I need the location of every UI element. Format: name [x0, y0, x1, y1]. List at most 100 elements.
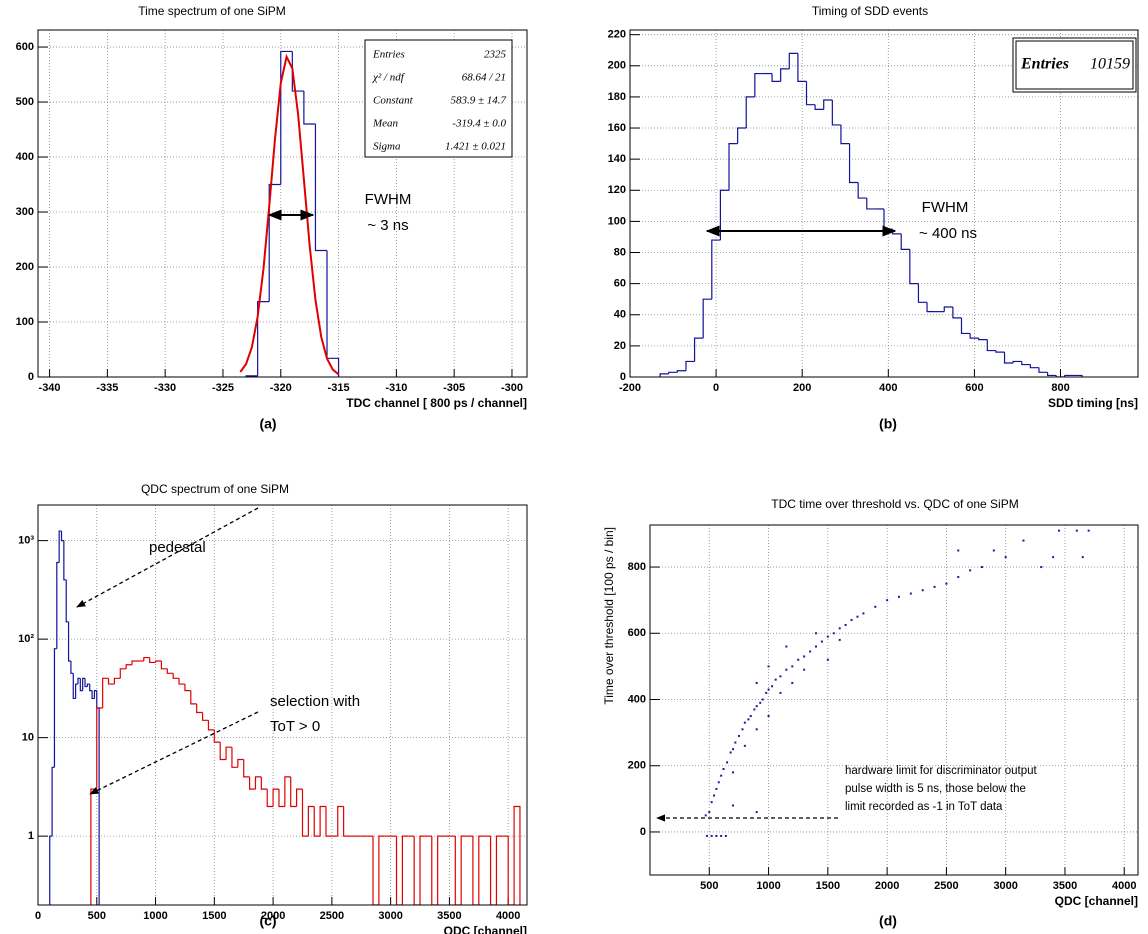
plot-frame	[649, 524, 1139, 876]
point	[832, 632, 835, 635]
histogram-bin	[113, 677, 121, 685]
annotation: pulse width is 5 ns, those below the	[845, 783, 1026, 795]
x-axis-title: TDC channel [ 800 ps / channel]	[346, 396, 527, 410]
panel-caption: (d)	[879, 913, 897, 929]
histogram-bin	[917, 283, 928, 303]
pedestal-arrow	[76, 507, 259, 608]
point	[743, 744, 746, 747]
point	[761, 698, 764, 701]
point	[726, 761, 729, 764]
histogram-bin	[960, 317, 971, 335]
histogram-bin	[823, 99, 833, 110]
point	[1058, 529, 1061, 532]
x-tick-label: 200	[793, 382, 811, 394]
histogram-bin	[472, 836, 479, 905]
point	[856, 615, 859, 618]
point	[755, 728, 758, 731]
histogram-bin	[401, 835, 409, 905]
point	[1087, 529, 1090, 532]
histogram-bin	[337, 805, 344, 837]
histogram-bin	[659, 373, 669, 377]
x-axis-title: QDC [channel]	[1055, 894, 1138, 908]
point	[980, 566, 983, 569]
histogram-bin	[978, 338, 988, 341]
histogram-bin	[343, 806, 350, 837]
point	[737, 734, 740, 737]
histogram-bin	[460, 835, 468, 905]
annotation: ~ 3 ns	[367, 217, 408, 234]
x-tick-label: -300	[501, 382, 523, 394]
point	[720, 834, 723, 837]
y-tick-label: 200	[608, 60, 626, 72]
stats-value: 10159	[1090, 56, 1130, 73]
x-tick-label: 0	[35, 910, 41, 922]
x-tick-label: 600	[965, 382, 983, 394]
histogram-bin	[51, 766, 55, 837]
y-tick-label: 600	[628, 627, 646, 639]
point	[803, 668, 806, 671]
point	[1081, 556, 1084, 559]
histogram-bin	[131, 660, 138, 665]
histogram-bin	[788, 52, 798, 69]
histogram-bin	[866, 198, 876, 210]
histogram-bin	[89, 684, 93, 692]
x-tick-label: -340	[39, 382, 61, 394]
histogram-bin	[79, 678, 83, 692]
y-tick-label: 60	[614, 278, 626, 290]
point	[734, 741, 737, 744]
y-tick-label: 100	[608, 215, 626, 227]
histogram-bin	[314, 124, 328, 252]
histogram-bin	[719, 189, 730, 241]
stats-box-inner	[1015, 40, 1134, 90]
panel-caption: (b)	[879, 416, 897, 432]
plot-area	[650, 525, 1138, 875]
histogram-bin	[291, 51, 304, 92]
panel: TDC time over threshold vs. QDC of one S…	[602, 497, 1139, 929]
stats-value: 2325	[484, 49, 507, 61]
histogram-bin	[840, 124, 850, 145]
histogram-bin	[478, 835, 485, 905]
y-tick-label: 800	[628, 561, 646, 573]
histogram-bin	[495, 835, 503, 905]
point	[844, 624, 847, 626]
point	[720, 774, 723, 777]
stats-label: Mean	[372, 118, 399, 130]
histogram-bin	[395, 836, 403, 905]
histogram-bin	[831, 100, 841, 126]
histogram-bin	[301, 789, 309, 837]
point	[1040, 566, 1043, 569]
y-tick-label: 200	[16, 261, 34, 273]
histogram-bin	[437, 835, 444, 905]
x-tick-label: 1500	[816, 880, 840, 892]
histogram-bin	[154, 660, 162, 663]
annotation: pedestal	[149, 539, 206, 556]
y-tick-label: 200	[628, 760, 646, 772]
histogram-bin	[93, 690, 97, 699]
point	[715, 787, 718, 790]
point	[731, 804, 734, 807]
point	[722, 768, 725, 771]
histogram-bin	[326, 250, 340, 377]
annotation: ~ 400 ns	[919, 225, 977, 242]
x-tick-label: 2000	[875, 880, 899, 892]
histogram-bin	[986, 339, 996, 352]
histogram-bin	[513, 805, 521, 905]
x-tick-label: 400	[879, 382, 897, 394]
point	[838, 638, 841, 641]
y-tick-label: 20	[614, 340, 626, 352]
panel-caption: (a)	[259, 416, 276, 432]
histogram-bin	[296, 788, 303, 807]
y-tick-label: 300	[16, 206, 34, 218]
histogram-bin	[96, 707, 103, 790]
data-layer	[49, 530, 521, 905]
point	[753, 708, 756, 711]
panel: Timing of SDD events (b) SDD timing [ns] -2…	[608, 4, 1139, 432]
panel-caption: (c)	[259, 913, 276, 929]
histogram-bin	[237, 758, 244, 768]
stats-value: -319.4 ± 0.0	[452, 118, 506, 130]
point	[803, 655, 806, 658]
histogram-bin	[313, 806, 321, 837]
histogram-bin	[53, 648, 57, 768]
histogram-bin	[969, 333, 979, 339]
